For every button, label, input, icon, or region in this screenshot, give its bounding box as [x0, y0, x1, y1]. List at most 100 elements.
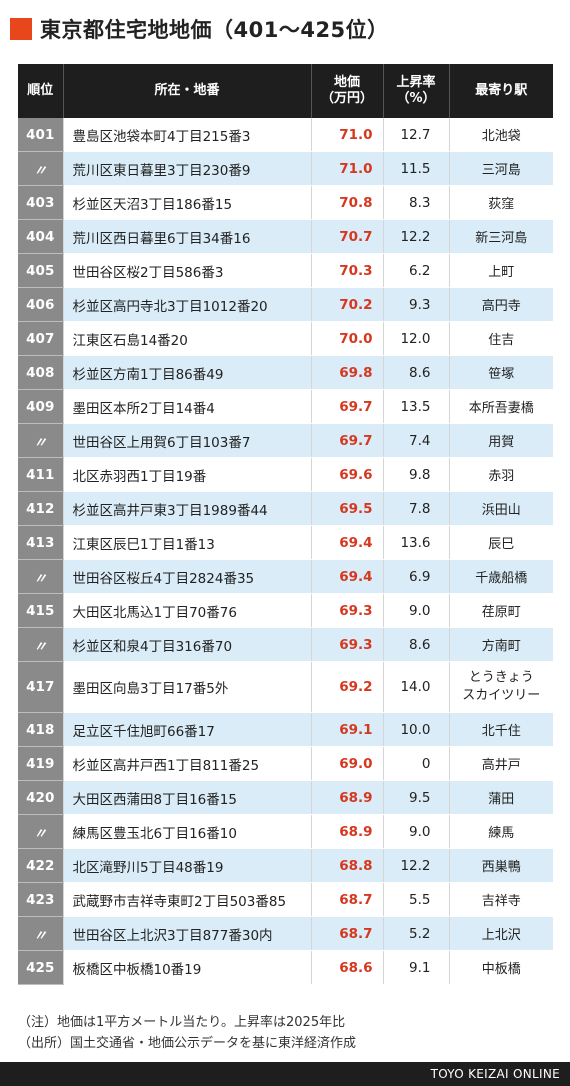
- location-cell: 世田谷区上北沢3丁目877番30内: [62, 916, 311, 951]
- rate-cell: 7.4: [382, 423, 449, 458]
- table-row: 405 世田谷区桜2丁目586番3 70.3 6.2 上町: [18, 253, 553, 288]
- rank-cell: 417: [18, 661, 63, 713]
- rate-cell: 9.3: [382, 287, 449, 322]
- location-cell: 墨田区向島3丁目17番5外: [62, 661, 311, 713]
- header-rank: 順位: [18, 64, 63, 118]
- location-cell: 杉並区高井戸東3丁目1989番44: [62, 491, 311, 526]
- station-cell: 練馬: [448, 814, 553, 849]
- station-cell: 上北沢: [448, 916, 553, 951]
- station-cell: 本所吾妻橋: [448, 389, 553, 424]
- table-row: 423 武蔵野市吉祥寺東町2丁目503番85 68.7 5.5 吉祥寺: [18, 882, 553, 917]
- table-row: 422 北区滝野川5丁目48番19 68.8 12.2 西巣鴨: [18, 848, 553, 883]
- rank-cell: 〃: [18, 627, 63, 662]
- footer-brand: TOYO KEIZAI ONLINE: [430, 1067, 560, 1081]
- price-cell: 69.4: [310, 559, 383, 594]
- station-cell: 高円寺: [448, 287, 553, 322]
- table-row: 403 杉並区天沼3丁目186番15 70.8 8.3 荻窪: [18, 185, 553, 220]
- location-cell: 足立区千住旭町66番17: [62, 712, 311, 747]
- table-row: 425 板橋区中板橋10番19 68.6 9.1 中板橋: [18, 950, 553, 985]
- rank-cell: 404: [18, 219, 63, 254]
- location-cell: 豊島区池袋本町4丁目215番3: [62, 118, 311, 152]
- rate-cell: 5.2: [382, 916, 449, 951]
- rate-cell: 11.5: [382, 151, 449, 186]
- rate-cell: 13.5: [382, 389, 449, 424]
- table-row: 418 足立区千住旭町66番17 69.1 10.0 北千住: [18, 712, 553, 747]
- rank-cell: 415: [18, 593, 63, 628]
- location-cell: 練馬区豊玉北6丁目16番10: [62, 814, 311, 849]
- price-cell: 68.7: [310, 916, 383, 951]
- rate-cell: 9.5: [382, 780, 449, 815]
- table-row: 407 江東区石島14番20 70.0 12.0 住吉: [18, 321, 553, 356]
- location-cell: 北区赤羽西1丁目19番: [62, 457, 311, 492]
- rate-cell: 7.8: [382, 491, 449, 526]
- price-cell: 69.2: [310, 661, 383, 713]
- location-cell: 杉並区天沼3丁目186番15: [62, 185, 311, 220]
- price-cell: 68.9: [310, 780, 383, 815]
- table-row: 419 杉並区高井戸西1丁目811番25 69.0 0 高井戸: [18, 746, 553, 781]
- notes: （注）地価は1平方メートル当たり。上昇率は2025年比 （出所）国土交通省・地価…: [18, 1012, 356, 1054]
- rank-cell: 〃: [18, 814, 63, 849]
- station-cell: 北池袋: [448, 118, 553, 152]
- station-cell: 中板橋: [448, 950, 553, 985]
- station-cell: 北千住: [448, 712, 553, 747]
- price-cell: 68.9: [310, 814, 383, 849]
- header-station: 最寄り駅: [448, 64, 553, 118]
- price-cell: 69.5: [310, 491, 383, 526]
- rate-cell: 12.7: [382, 118, 449, 152]
- price-cell: 71.0: [310, 118, 383, 152]
- location-cell: 江東区辰巳1丁目1番13: [62, 525, 311, 560]
- price-cell: 69.3: [310, 593, 383, 628]
- location-cell: 杉並区方南1丁目86番49: [62, 355, 311, 390]
- price-cell: 69.6: [310, 457, 383, 492]
- station-cell: 辰巳: [448, 525, 553, 560]
- price-cell: 69.7: [310, 423, 383, 458]
- note-line: （注）地価は1平方メートル当たり。上昇率は2025年比: [18, 1015, 346, 1030]
- location-cell: 武蔵野市吉祥寺東町2丁目503番85: [62, 882, 311, 917]
- rank-cell: 425: [18, 950, 63, 985]
- table-row: 〃世田谷区上北沢3丁目877番30内 68.7 5.2 上北沢: [18, 916, 553, 951]
- table-row: 〃練馬区豊玉北6丁目16番10 68.9 9.0 練馬: [18, 814, 553, 849]
- price-cell: 71.0: [310, 151, 383, 186]
- location-cell: 荒川区西日暮里6丁目34番16: [62, 219, 311, 254]
- rank-cell: 407: [18, 321, 63, 356]
- table-row: 〃世田谷区上用賀6丁目103番7 69.7 7.4 用賀: [18, 423, 553, 458]
- price-cell: 68.8: [310, 848, 383, 883]
- location-cell: 北区滝野川5丁目48番19: [62, 848, 311, 883]
- rate-cell: 14.0: [382, 661, 449, 713]
- table-body: 401 豊島区池袋本町4丁目215番3 71.0 12.7 北池袋〃荒川区東日暮里3丁目…: [18, 118, 553, 985]
- table-row: 408 杉並区方南1丁目86番49 69.8 8.6 笹塚: [18, 355, 553, 390]
- rate-cell: 9.0: [382, 593, 449, 628]
- rank-cell: 420: [18, 780, 63, 815]
- price-cell: 69.3: [310, 627, 383, 662]
- table-row: 401 豊島区池袋本町4丁目215番3 71.0 12.7 北池袋: [18, 118, 553, 152]
- station-cell: 荏原町: [448, 593, 553, 628]
- location-cell: 杉並区和泉4丁目316番70: [62, 627, 311, 662]
- price-cell: 69.7: [310, 389, 383, 424]
- location-cell: 大田区西蒲田8丁目16番15: [62, 780, 311, 815]
- table-row: 412 杉並区高井戸東3丁目1989番44 69.5 7.8 浜田山: [18, 491, 553, 526]
- station-cell: 赤羽: [448, 457, 553, 492]
- rank-cell: 406: [18, 287, 63, 322]
- station-cell: 三河島: [448, 151, 553, 186]
- rate-cell: 9.8: [382, 457, 449, 492]
- header-location: 所在・地番: [62, 64, 311, 118]
- rank-cell: 403: [18, 185, 63, 220]
- table-row: 417 墨田区向島3丁目17番5外 69.2 14.0 とうきょう スカイツリー: [18, 661, 553, 713]
- price-cell: 70.3: [310, 253, 383, 288]
- title-bar: 東京都住宅地地価（401〜425位）: [10, 12, 389, 46]
- location-cell: 世田谷区桜丘4丁目2824番35: [62, 559, 311, 594]
- rate-cell: 12.2: [382, 848, 449, 883]
- source-line: （出所）国土交通省・地価公示データを基に東洋経済作成: [18, 1036, 357, 1051]
- location-cell: 杉並区高円寺北3丁目1012番20: [62, 287, 311, 322]
- rate-cell: 5.5: [382, 882, 449, 917]
- station-cell: 西巣鴨: [448, 848, 553, 883]
- location-cell: 板橋区中板橋10番19: [62, 950, 311, 985]
- rank-cell: 423: [18, 882, 63, 917]
- station-cell: 用賀: [448, 423, 553, 458]
- ranking-table: 順位 所在・地番 地価 （万円） 上昇率 （%） 最寄り駅 401 豊島区池袋本町4丁…: [18, 64, 553, 985]
- rank-cell: 401: [18, 118, 63, 152]
- rank-cell: 〃: [18, 559, 63, 594]
- rank-cell: 405: [18, 253, 63, 288]
- table-row: 404 荒川区西日暮里6丁目34番16 70.7 12.2 新三河島: [18, 219, 553, 254]
- page-title: 東京都住宅地地価（401〜425位）: [40, 18, 389, 42]
